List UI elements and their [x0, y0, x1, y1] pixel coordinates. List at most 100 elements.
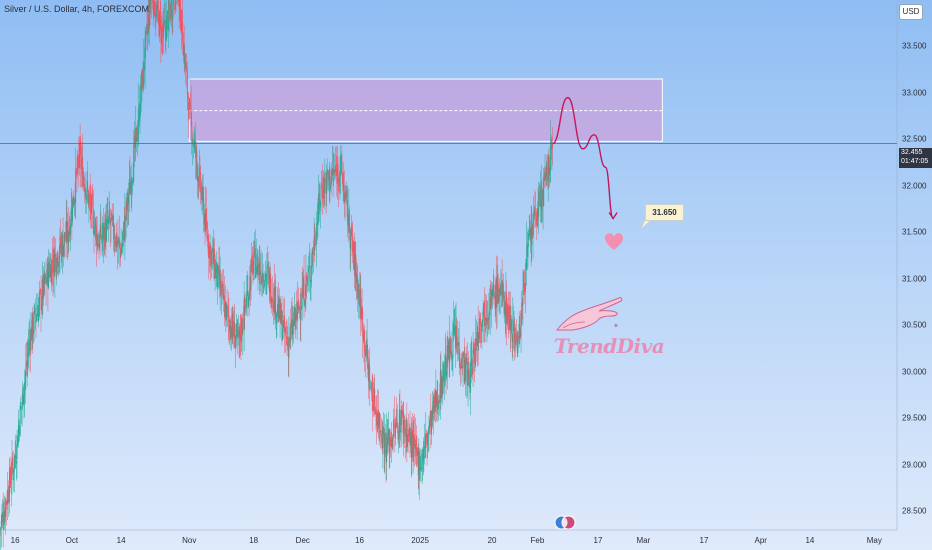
candle	[136, 124, 138, 142]
candle	[239, 322, 241, 359]
candle	[466, 342, 468, 397]
candle	[1, 503, 3, 529]
candle	[154, 0, 155, 18]
candle	[326, 158, 328, 190]
candle	[526, 232, 528, 271]
candle	[222, 269, 224, 298]
candle	[424, 423, 425, 465]
candle	[384, 424, 386, 457]
candle	[530, 205, 532, 267]
tradingview-logo-icon[interactable]	[554, 515, 576, 530]
candle	[490, 281, 492, 328]
candle	[133, 121, 135, 168]
candle	[361, 288, 363, 320]
candle	[188, 91, 190, 139]
candle	[291, 297, 293, 341]
candle	[32, 307, 34, 354]
projection-path[interactable]	[551, 96, 614, 220]
candle	[405, 417, 407, 453]
candle	[389, 428, 391, 468]
candle	[92, 183, 94, 229]
candle	[398, 393, 400, 448]
candle	[79, 136, 80, 176]
candle	[484, 286, 485, 344]
candle	[293, 311, 295, 335]
currency-selector[interactable]: USD	[899, 4, 923, 20]
candle	[286, 320, 288, 356]
candle	[227, 305, 229, 327]
candle	[258, 257, 260, 281]
candle	[338, 177, 340, 207]
candle	[499, 278, 501, 315]
candle	[352, 221, 354, 264]
candle	[161, 15, 162, 53]
candle	[517, 331, 519, 357]
candle	[16, 429, 18, 479]
candle	[167, 9, 169, 38]
candle	[302, 269, 304, 300]
candle	[51, 258, 53, 292]
candle	[145, 23, 147, 36]
candle	[530, 220, 531, 253]
candle	[336, 155, 338, 197]
candle	[49, 257, 51, 282]
candle	[352, 240, 354, 269]
candle	[244, 294, 246, 331]
candle	[188, 97, 190, 120]
candle	[203, 186, 205, 233]
candle	[10, 461, 12, 507]
candle	[87, 188, 89, 209]
candle	[185, 52, 186, 85]
candle	[504, 300, 506, 338]
candle	[179, 0, 181, 21]
candle	[5, 499, 7, 526]
candle	[173, 0, 175, 16]
candle	[46, 269, 48, 285]
candle	[303, 254, 305, 318]
candle	[142, 67, 144, 91]
candle	[120, 228, 122, 257]
candle	[364, 345, 366, 378]
candle	[463, 337, 465, 385]
projection-arrowhead-icon	[608, 212, 618, 220]
candle	[64, 231, 66, 259]
candle	[497, 273, 499, 304]
candle	[396, 397, 398, 429]
candle	[514, 324, 516, 358]
time-tick-label: Dec	[295, 536, 310, 545]
candle	[295, 308, 297, 330]
candle	[121, 243, 123, 254]
candle	[395, 409, 397, 428]
symbol-title[interactable]: Silver / U.S. Dollar, 4h, FOREXCOM	[4, 4, 150, 14]
candle	[62, 217, 64, 257]
candle	[41, 295, 43, 315]
candle	[130, 164, 132, 208]
candle	[255, 266, 257, 279]
candle	[257, 249, 259, 291]
candle	[91, 187, 93, 200]
candle	[343, 170, 345, 218]
candle	[108, 191, 110, 229]
candle	[180, 9, 182, 34]
candle	[408, 413, 410, 443]
candle	[372, 373, 374, 432]
candle	[61, 229, 63, 274]
candle	[329, 166, 331, 205]
candle	[270, 278, 272, 313]
candle	[218, 247, 220, 278]
candle	[133, 129, 135, 186]
candle	[437, 394, 439, 421]
candle	[232, 311, 234, 348]
candle	[283, 299, 285, 328]
candle	[394, 424, 396, 453]
price-tick-label: 31.500	[902, 227, 927, 237]
candle	[74, 182, 76, 219]
candle	[100, 211, 102, 256]
candle	[531, 223, 533, 239]
candle	[97, 231, 99, 247]
candle	[176, 0, 177, 4]
candle	[71, 192, 73, 240]
candle	[495, 255, 497, 330]
candle	[472, 357, 473, 380]
